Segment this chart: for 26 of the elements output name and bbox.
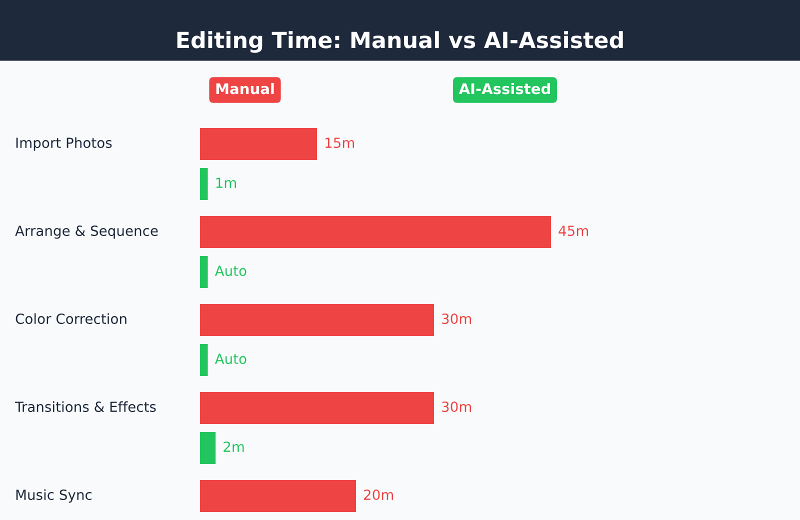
data-label: 1m (216, 178, 236, 188)
bar (200, 344, 208, 376)
data-label: 45m (558, 226, 588, 236)
bar (200, 432, 216, 464)
data-label: 30m (442, 314, 472, 324)
bar (200, 480, 356, 512)
y-tick-label: Music Sync (16, 489, 92, 503)
y-tick-label: Transitions & Effects (14, 401, 156, 412)
bar (200, 128, 317, 160)
y-tick-label: Import Photos (16, 137, 112, 151)
bar (200, 168, 208, 200)
data-label: 30m (442, 402, 472, 412)
data-label: 2m (224, 442, 244, 452)
data-label: Auto (214, 266, 246, 276)
data-label: Auto (214, 354, 246, 364)
bar (200, 256, 208, 288)
chart-title: Editing Time: Manual vs AI-Assisted (177, 31, 623, 53)
bar (200, 216, 551, 248)
text: AI-Assisted (458, 82, 550, 94)
bar (200, 304, 434, 336)
y-tick-label: Arrange & Sequence (15, 226, 158, 239)
text: Manual (216, 82, 274, 94)
data-label: 20m (364, 490, 394, 500)
y-tick-label: Color Correction (16, 313, 126, 324)
data-label: 15m (326, 138, 354, 148)
bar (200, 392, 434, 424)
